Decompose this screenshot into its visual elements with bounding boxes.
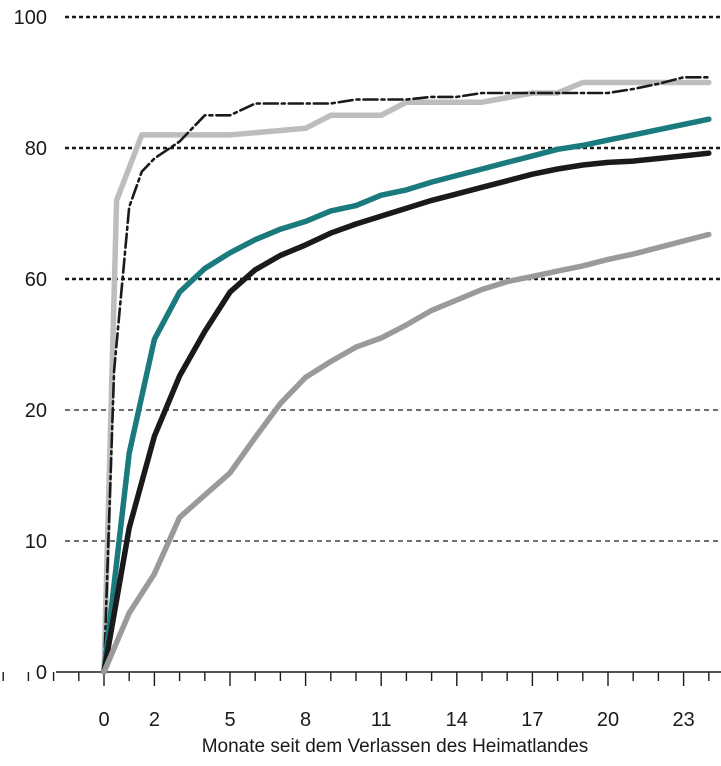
x-tick-label: 20 (597, 709, 619, 731)
x-tick-label: 17 (521, 709, 543, 731)
x-tick-label: 5 (224, 709, 235, 731)
series-line-2 (102, 76, 711, 674)
x-tick-label: 23 (672, 709, 694, 731)
x-tick-label: 8 (300, 709, 311, 731)
y-tick-label: 10 (25, 531, 47, 553)
grid-lines (65, 15, 721, 542)
x-tick-label: 11 (371, 709, 392, 731)
y-tick-label: 0 (36, 662, 47, 684)
y-tick-label: 20 (25, 400, 47, 422)
x-axis-title: Monate seit dem Verlassen des Heimatland… (202, 736, 589, 757)
y-tick-label: 100 (14, 7, 47, 29)
series-line-4 (101, 150, 712, 675)
x-tick-label: 14 (446, 709, 468, 731)
series-line-3 (101, 116, 712, 675)
series-line-1 (101, 79, 712, 675)
series-lines (101, 76, 712, 675)
y-tick-label: 60 (25, 269, 47, 291)
x-tick-label: 2 (149, 709, 160, 731)
axes (2, 671, 721, 686)
series-line-5 (101, 231, 712, 675)
y-tick-label: 80 (25, 138, 47, 160)
tick-labels: 0 10 20 60 80 100 0 2 5 8 11 14 17 20 23 (14, 7, 695, 731)
x-tick-label: 0 (98, 709, 109, 731)
